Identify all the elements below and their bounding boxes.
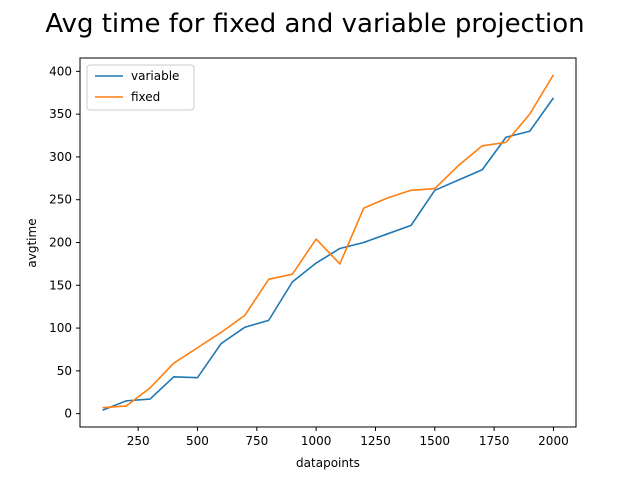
data-point-variable (220, 342, 222, 344)
data-point-variable (410, 224, 412, 226)
data-point-fixed (244, 314, 246, 316)
x-tick-label: 2000 (538, 434, 569, 448)
data-point-fixed (196, 347, 198, 349)
data-point-fixed (220, 331, 222, 333)
y-tick-label: 350 (49, 107, 72, 121)
data-point-variable (529, 130, 531, 132)
data-point-variable (149, 398, 151, 400)
data-point-variable (363, 242, 365, 244)
x-tick-label: 1000 (301, 434, 332, 448)
data-point-variable (434, 189, 436, 191)
x-axis-label: datapoints (296, 456, 360, 470)
data-point-variable (102, 409, 104, 411)
data-point-variable (505, 136, 507, 138)
data-point-variable (125, 400, 127, 402)
data-point-variable (481, 169, 483, 171)
chart-title: Avg time for fixed and variable projecti… (45, 9, 584, 39)
data-point-fixed (434, 188, 436, 190)
data-point-variable (196, 377, 198, 379)
legend-label-fixed: fixed (131, 90, 160, 104)
y-tick-label: 250 (49, 193, 72, 207)
data-point-variable (458, 179, 460, 181)
legend-label-variable: variable (131, 69, 179, 83)
data-point-fixed (268, 278, 270, 280)
plot-frame (79, 57, 577, 428)
data-point-variable (552, 97, 554, 99)
data-point-fixed (339, 263, 341, 265)
data-point-variable (386, 233, 388, 235)
x-tick-label: 750 (245, 434, 268, 448)
data-point-fixed (458, 164, 460, 166)
data-point-fixed (291, 273, 293, 275)
data-point-fixed (529, 113, 531, 115)
data-point-fixed (481, 145, 483, 147)
data-point-fixed (505, 141, 507, 143)
data-point-variable (339, 247, 341, 249)
data-point-fixed (173, 362, 175, 364)
series-line-fixed (102, 74, 555, 409)
y-tick-label: 300 (49, 150, 72, 164)
y-tick-label: 150 (49, 278, 72, 292)
data-point-fixed (125, 405, 127, 407)
x-tick-label: 250 (127, 434, 150, 448)
data-point-fixed (386, 197, 388, 199)
data-point-fixed (410, 189, 412, 191)
plot-area: 250 500 750 1000 1250 1500 1750 2000 0 50 100 150 20… (49, 57, 577, 448)
series-line-variable (102, 97, 555, 411)
y-tick-label: 200 (49, 236, 72, 250)
data-point-variable (315, 262, 317, 264)
data-point-variable (268, 319, 270, 321)
y-axis-label: avgtime (25, 218, 39, 267)
legend: variable fixed (86, 64, 195, 111)
data-point-variable (291, 281, 293, 283)
x-tick-label: 500 (186, 434, 209, 448)
data-point-fixed (363, 207, 365, 209)
y-tick-label: 0 (64, 407, 72, 421)
data-point-fixed (102, 407, 104, 409)
data-point-variable (244, 326, 246, 328)
data-point-fixed (552, 74, 554, 76)
y-tick-label: 400 (49, 64, 72, 78)
data-point-fixed (315, 238, 317, 240)
data-point-fixed (149, 387, 151, 389)
x-tick-label: 1750 (479, 434, 510, 448)
x-tick-label: 1500 (420, 434, 451, 448)
y-tick-label: 100 (49, 321, 72, 335)
y-tick-label: 50 (57, 364, 72, 378)
data-point-variable (173, 376, 175, 378)
x-tick-label: 1250 (360, 434, 391, 448)
